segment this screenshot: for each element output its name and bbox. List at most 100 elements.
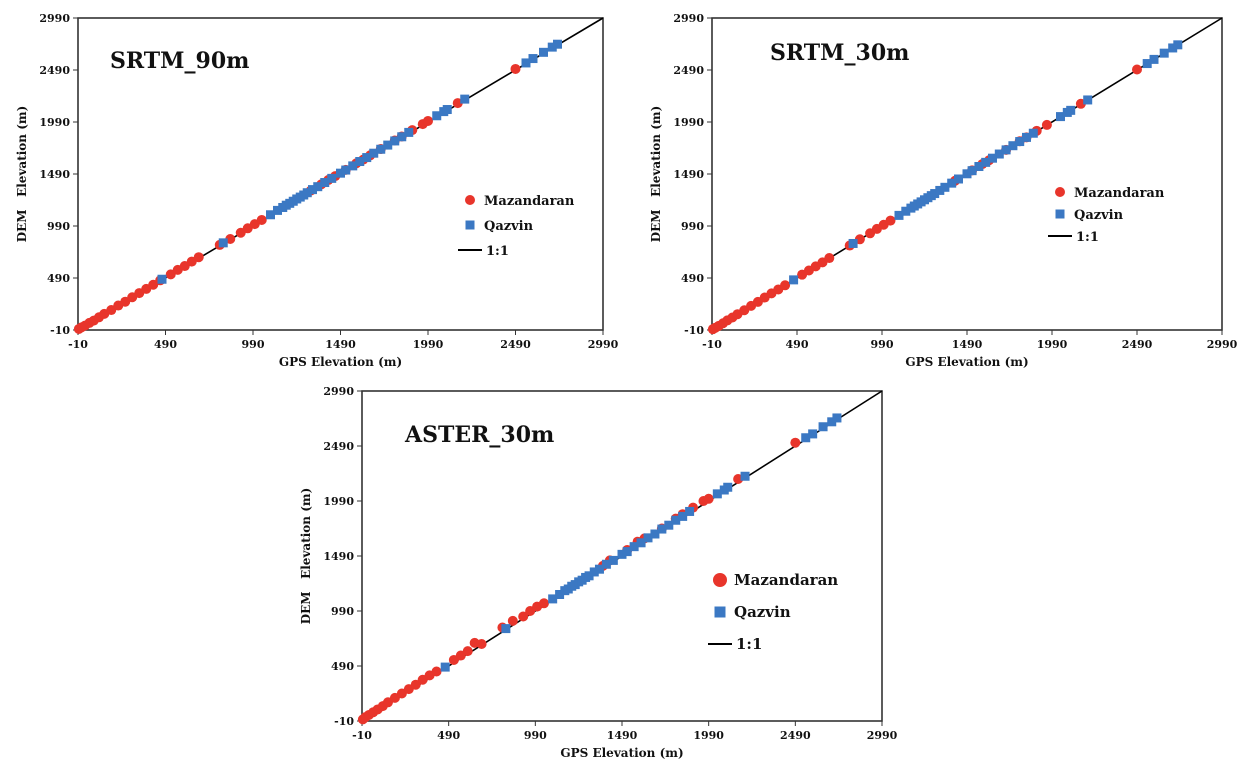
x-tick-label: 990 [871, 338, 894, 351]
data-point-qazvin [362, 153, 372, 163]
data-point-qazvin [617, 549, 627, 559]
x-tick-label: 490 [437, 729, 460, 742]
data-point-qazvin [320, 178, 330, 188]
data-point-qazvin [390, 136, 400, 146]
data-point-qazvin [1159, 48, 1169, 58]
y-tick-label: -10 [684, 324, 704, 337]
data-point-qazvin [539, 47, 548, 57]
x-tick-label: -10 [68, 338, 88, 351]
y-tick-label: 2490 [673, 64, 704, 77]
data-point-qazvin [832, 413, 842, 423]
x-tick-label: 1490 [325, 338, 356, 351]
series-qazvin [157, 39, 562, 284]
y-tick-label: 1990 [39, 116, 70, 129]
data-point-qazvin [404, 127, 414, 137]
legend-label: Qazvin [484, 219, 534, 234]
data-point-qazvin [954, 174, 963, 184]
legend-label: 1:1 [736, 635, 762, 653]
x-tick-label: 990 [242, 338, 265, 351]
legend-label: 1:1 [486, 244, 509, 259]
data-point-qazvin [440, 662, 450, 672]
data-point-qazvin [678, 511, 688, 521]
series-qazvin [440, 413, 842, 672]
data-point-qazvin [442, 105, 452, 115]
data-point-qazvin [601, 559, 611, 569]
data-point-qazvin [383, 140, 393, 150]
y-tick-label: 1490 [673, 168, 704, 181]
data-point-qazvin [1149, 54, 1159, 64]
data-point-qazvin [808, 429, 818, 439]
y-tick-label: 1490 [323, 550, 354, 563]
y-tick-label: 990 [47, 220, 70, 233]
data-point-qazvin [930, 189, 940, 199]
data-point-qazvin [1083, 95, 1093, 105]
data-point-mazandaran [410, 679, 421, 690]
data-point-qazvin [308, 185, 317, 195]
data-point-qazvin [1008, 141, 1018, 151]
series-mazandaran [707, 64, 1142, 335]
data-point-qazvin [589, 567, 599, 577]
chart-panel-0: -10-10 490 490 990 990 1490 1490 1990 1990 2490 24… [15, 12, 619, 369]
data-point-qazvin [1015, 137, 1025, 147]
data-point-qazvin [460, 94, 470, 104]
y-tick-label: 1990 [673, 116, 704, 129]
y-tick-label: 990 [331, 605, 354, 618]
data-point-qazvin [327, 173, 337, 183]
legend-marker-qazvin [714, 606, 726, 618]
data-point-qazvin [273, 205, 282, 215]
data-point-mazandaran [824, 253, 835, 264]
legend: Mazandaran Qazvin 1:1 [708, 571, 838, 653]
chart-title: SRTM_30m [770, 40, 909, 66]
y-tick-label: 490 [47, 272, 70, 285]
x-tick-label: 2990 [588, 338, 619, 351]
data-point-qazvin [723, 482, 733, 492]
legend-label: Mazandaran [734, 571, 838, 589]
x-tick-label: 1990 [413, 338, 444, 351]
data-point-qazvin [940, 182, 950, 192]
data-point-qazvin [1001, 145, 1011, 155]
data-point-qazvin [369, 148, 379, 158]
x-tick-label: 1490 [607, 729, 638, 742]
data-point-qazvin [994, 149, 1004, 159]
x-tick-label: 2490 [1122, 338, 1153, 351]
y-tick-label: 1490 [39, 168, 70, 181]
y-tick-label: 2990 [323, 385, 354, 398]
x-tick-label: -10 [702, 338, 722, 351]
data-point-qazvin [664, 520, 674, 530]
data-point-mazandaran [507, 615, 518, 626]
x-tick-label: 2990 [867, 729, 898, 742]
data-point-qazvin [555, 590, 565, 599]
legend-marker-qazvin [1055, 209, 1065, 219]
data-point-mazandaran [476, 639, 487, 649]
legend-marker-qazvin [465, 220, 475, 230]
y-axis-label: DEM Elevation (m) [299, 488, 313, 625]
legend-label: Qazvin [1074, 208, 1124, 223]
data-point-qazvin [622, 547, 632, 557]
data-point-qazvin [1142, 59, 1152, 69]
data-point-qazvin [801, 433, 811, 443]
y-tick-label: 490 [681, 272, 704, 285]
data-point-qazvin [650, 529, 660, 539]
series-qazvin [789, 40, 1183, 285]
data-point-mazandaran [423, 115, 433, 126]
data-point-qazvin [789, 275, 799, 285]
data-point-qazvin [712, 489, 722, 499]
x-tick-label: 2990 [1207, 338, 1238, 351]
legend: Mazandaran Qazvin 1:1 [458, 194, 575, 259]
data-point-mazandaran [431, 666, 442, 677]
x-tick-label: 1490 [952, 338, 983, 351]
x-tick-label: 1990 [1037, 338, 1068, 351]
data-point-qazvin [988, 153, 997, 163]
data-point-qazvin [218, 238, 228, 248]
legend-label: 1:1 [1076, 230, 1099, 245]
data-point-qazvin [584, 571, 594, 581]
data-point-qazvin [974, 162, 984, 172]
data-point-qazvin [397, 132, 407, 142]
data-point-mazandaran [256, 214, 267, 225]
data-point-mazandaran [510, 63, 521, 74]
data-point-qazvin [608, 555, 618, 565]
x-axis-label: GPS Elevation (m) [905, 355, 1028, 369]
data-point-qazvin [348, 161, 358, 171]
x-tick-label: 2490 [500, 338, 531, 351]
data-point-qazvin [594, 564, 604, 574]
